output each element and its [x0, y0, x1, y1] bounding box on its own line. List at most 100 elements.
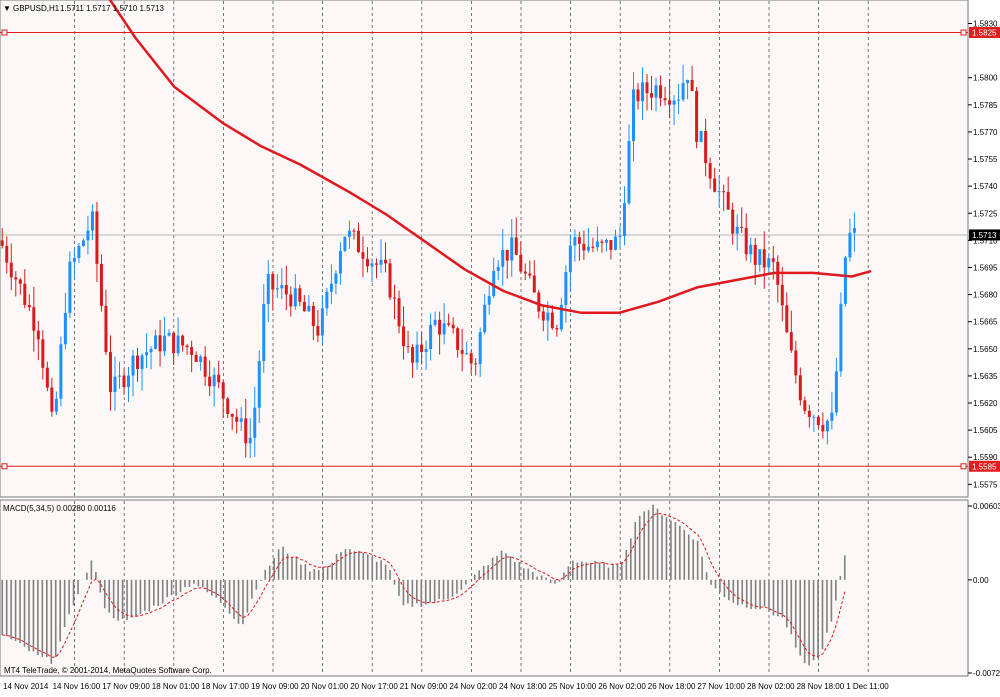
time-tick-label: 14 Nov 16:00 — [53, 682, 101, 691]
candle-body — [248, 437, 252, 444]
candle-body — [753, 244, 757, 265]
candle-body — [478, 332, 482, 365]
candle-body — [257, 361, 261, 408]
candle-body — [713, 178, 717, 192]
candle-body — [659, 85, 663, 99]
moving-average-line — [108, 0, 872, 314]
price-axis: 1.5830 1.5800 1.5785 1.5770 1.5755 1.5740 1.57… — [968, 19, 998, 489]
price-tick-label: 1.5680 — [973, 291, 998, 300]
candle-body — [668, 100, 672, 105]
candle-body — [230, 413, 234, 417]
time-tick-label: 28 Nov 02:00 — [747, 682, 795, 691]
resistance-price-label: 1.5825 — [972, 29, 997, 38]
candle-body — [320, 308, 324, 336]
candle-body — [839, 303, 843, 372]
candle-body — [650, 93, 654, 98]
candle-body — [374, 263, 378, 265]
candle-body — [821, 425, 825, 432]
chart-menu-arrow-icon[interactable]: ▼ — [3, 4, 11, 13]
candle-body — [63, 312, 67, 345]
candle-body — [577, 237, 581, 244]
candlestick-series — [0, 64, 856, 458]
candle-body — [618, 236, 622, 238]
support-line-handle[interactable] — [960, 463, 967, 470]
candle-body — [631, 89, 635, 142]
candle-body — [514, 237, 518, 255]
candle-body — [672, 100, 676, 105]
price-tick-label: 1.5575 — [973, 480, 998, 489]
candle-body — [356, 230, 360, 253]
candle-body — [302, 301, 306, 312]
candle-body — [253, 407, 257, 438]
candle-body — [122, 375, 126, 388]
ohlc-values: 1.5711 1.5717 1.5710 1.5713 — [60, 4, 165, 13]
candle-body — [172, 332, 176, 354]
support-price-label: 1.5585 — [972, 462, 997, 471]
candle-body — [695, 90, 699, 142]
support-line-handle[interactable] — [1, 463, 8, 470]
candle-body — [145, 352, 149, 356]
candle-body — [681, 83, 685, 100]
candle-body — [456, 328, 460, 351]
price-tick-label: 1.5650 — [973, 345, 998, 354]
candle-body — [433, 319, 437, 325]
candle-body — [316, 325, 320, 336]
candle-body — [176, 335, 180, 354]
current-price-label: 1.5713 — [972, 231, 997, 240]
candle-body — [117, 375, 121, 377]
macd-panel[interactable] — [0, 499, 969, 677]
candle-body — [442, 323, 446, 335]
time-tick-label: 14 Nov 2014 — [3, 682, 49, 691]
candle-body — [334, 273, 338, 284]
candle-body — [226, 398, 230, 414]
macd-signal-line — [2, 512, 846, 658]
candle-body — [595, 241, 599, 248]
candle-body — [532, 275, 536, 293]
candle-body — [0, 240, 4, 246]
candle-body — [420, 344, 424, 353]
candle-body — [505, 249, 509, 261]
macd-indicator-label: MACD(5,34,5) 0.00280 0.00116 — [3, 504, 116, 513]
time-tick-label: 20 Nov 17:00 — [350, 682, 398, 691]
candle-body — [690, 80, 694, 91]
candle-body — [208, 376, 212, 387]
resistance-line-handle[interactable] — [960, 29, 967, 36]
candle-body — [27, 304, 31, 308]
candle-body — [550, 312, 554, 329]
candle-body — [352, 230, 356, 232]
candle-body — [393, 297, 397, 299]
candle-body — [717, 191, 721, 193]
candle-body — [460, 350, 464, 354]
price-tick-label: 1.5785 — [973, 101, 998, 110]
candle-body — [785, 305, 789, 333]
candle-body — [600, 241, 604, 243]
candle-body — [483, 304, 487, 333]
candle-body — [767, 258, 771, 268]
candle-body — [541, 311, 545, 321]
resistance-line-handle[interactable] — [1, 29, 8, 36]
candle-body — [789, 332, 793, 351]
price-panel[interactable] — [0, 0, 969, 498]
macd-tick-label: 0.00 — [973, 576, 989, 585]
candle-body — [18, 279, 22, 284]
resistance-price-badge — [969, 27, 1000, 39]
candle-body — [298, 288, 302, 302]
candle-body — [329, 283, 333, 292]
candle-body — [59, 344, 63, 399]
candle-body — [23, 283, 27, 305]
time-tick-label: 26 Nov 18:00 — [648, 682, 696, 691]
price-tick-label: 1.5755 — [973, 155, 998, 164]
candle-body — [149, 348, 153, 353]
candle-body — [36, 330, 40, 340]
candle-body — [438, 319, 442, 335]
time-tick-label: 24 Nov 18:00 — [499, 682, 547, 691]
candle-body — [609, 239, 613, 250]
candle-body — [798, 375, 802, 401]
candle-body — [645, 82, 649, 94]
time-tick-label: 21 Nov 09:00 — [400, 682, 448, 691]
candle-body — [68, 261, 72, 313]
macd-tick-label: -0.00726 — [973, 669, 1000, 678]
candle-body — [361, 252, 365, 259]
